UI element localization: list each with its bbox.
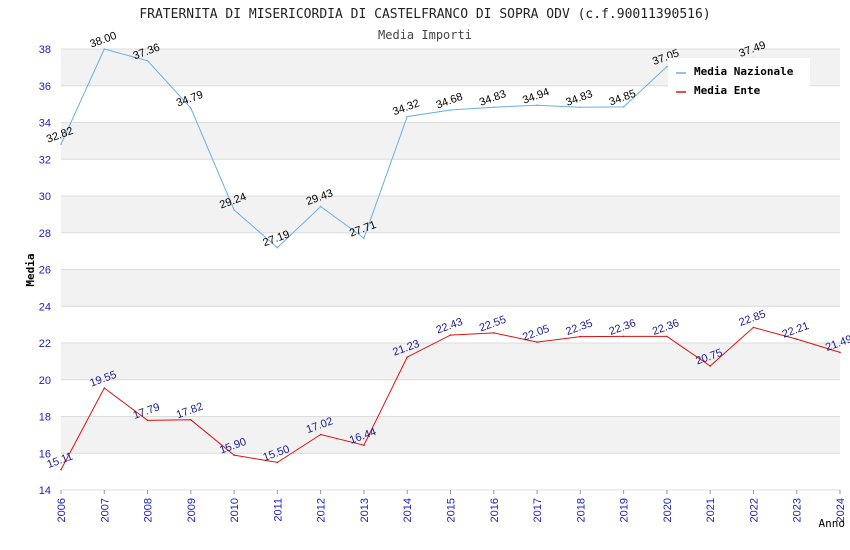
background-band [61, 343, 840, 380]
legend-box [668, 58, 810, 102]
data-point-media-nazionale [406, 115, 409, 118]
legend-label-media-nazionale: Media Nazionale [694, 65, 794, 78]
x-tick-label: 2007 [99, 498, 111, 522]
x-tick-label: 2011 [272, 498, 284, 522]
x-tick-label: 2020 [662, 498, 674, 522]
data-point-media-nazionale [536, 104, 538, 107]
y-tick-label: 18 [39, 412, 51, 424]
x-tick-label: 2023 [792, 498, 804, 522]
x-tick-label: 2014 [402, 498, 414, 522]
x-tick-label: 2013 [359, 498, 371, 522]
data-point-media-ente [406, 356, 409, 358]
x-tick-label: 2015 [446, 498, 458, 522]
background-band [61, 453, 840, 490]
y-tick-label: 36 [39, 81, 51, 93]
data-point-media-nazionale [449, 109, 452, 111]
background-band [61, 416, 840, 454]
x-tick-label: 2018 [575, 498, 587, 522]
y-axis-label: Media [24, 253, 37, 286]
data-point-media-ente [752, 326, 755, 329]
y-tick-label: 38 [39, 44, 51, 56]
x-tick-label: 2022 [748, 498, 760, 522]
data-point-media-ente [579, 335, 582, 338]
background-band [61, 122, 840, 160]
background-band [61, 306, 840, 343]
data-point-media-nazionale [103, 48, 106, 50]
x-tick-label: 2009 [186, 498, 198, 522]
data-point-media-ente [709, 365, 711, 367]
data-point-media-ente [233, 454, 235, 456]
data-point-media-ente [363, 444, 365, 446]
data-point-media-nazionale [579, 106, 582, 109]
data-point-media-ente [492, 332, 495, 334]
data-point-media-nazionale [622, 106, 625, 108]
x-tick-label: 2019 [619, 498, 631, 522]
y-tick-label: 14 [39, 485, 51, 497]
y-tick-label: 32 [39, 154, 51, 166]
background-band [61, 196, 840, 233]
x-tick-label: 2008 [143, 498, 155, 522]
data-point-media-nazionale [60, 143, 62, 145]
data-point-media-ente [190, 419, 192, 421]
background-band [61, 269, 840, 307]
x-axis-ticks: 2006 2007 2008 2009 2010 2011 2012 2013 2014 2015… [56, 490, 847, 522]
background-band [61, 232, 840, 270]
chart-title: FRATERNITA DI MISERICORDIA DI CASTELFRAN… [139, 7, 710, 22]
data-point-media-ente [622, 335, 625, 338]
series-lines [60, 48, 841, 471]
data-point-media-ente [536, 341, 538, 343]
x-axis-label: Anno [819, 517, 846, 530]
data-point-media-ente [666, 335, 668, 338]
background-bands [61, 49, 840, 490]
background-band [61, 379, 840, 417]
legend: Media Nazionale Media Ente [668, 58, 810, 102]
data-point-media-nazionale [319, 205, 322, 208]
legend-label-media-ente: Media Ente [694, 84, 761, 97]
data-point-media-nazionale [190, 107, 192, 109]
y-tick-label: 34 [39, 118, 51, 130]
y-tick-label: 28 [39, 228, 51, 240]
data-point-media-ente [319, 433, 322, 436]
y-tick-label: 22 [39, 338, 51, 350]
background-band [61, 159, 840, 196]
x-tick-label: 2012 [316, 498, 328, 522]
x-tick-label: 2016 [489, 498, 501, 522]
y-tick-label: 24 [39, 301, 51, 313]
x-tick-label: 2006 [56, 498, 68, 522]
data-label-media-nazionale: 38.00 [88, 30, 118, 51]
chart-subtitle: Media Importi [378, 28, 472, 42]
data-point-media-ente [103, 387, 106, 389]
data-point-media-ente [60, 468, 62, 471]
data-point-media-ente [795, 338, 798, 340]
y-tick-label: 30 [39, 191, 51, 203]
data-point-media-nazionale [233, 209, 235, 211]
y-tick-label: 16 [39, 448, 51, 460]
y-axis-ticks: 14 16 18 20 22 24 26 28 30 32 34 36 38 [39, 44, 51, 497]
data-point-media-ente [146, 419, 149, 422]
data-point-media-nazionale [276, 246, 279, 249]
x-tick-label: 2021 [705, 498, 717, 522]
data-point-media-nazionale [492, 106, 495, 109]
data-point-media-ente [839, 351, 841, 354]
y-tick-label: 20 [39, 375, 51, 387]
data-point-media-ente [449, 334, 452, 336]
data-point-media-nazionale [146, 59, 149, 62]
data-point-media-nazionale [363, 237, 365, 239]
data-point-media-ente [276, 461, 279, 464]
x-tick-label: 2024 [835, 498, 847, 522]
x-tick-label: 2010 [229, 498, 241, 522]
x-tick-label: 2017 [532, 498, 544, 522]
y-tick-label: 26 [39, 265, 51, 277]
data-point-media-nazionale [666, 65, 668, 68]
